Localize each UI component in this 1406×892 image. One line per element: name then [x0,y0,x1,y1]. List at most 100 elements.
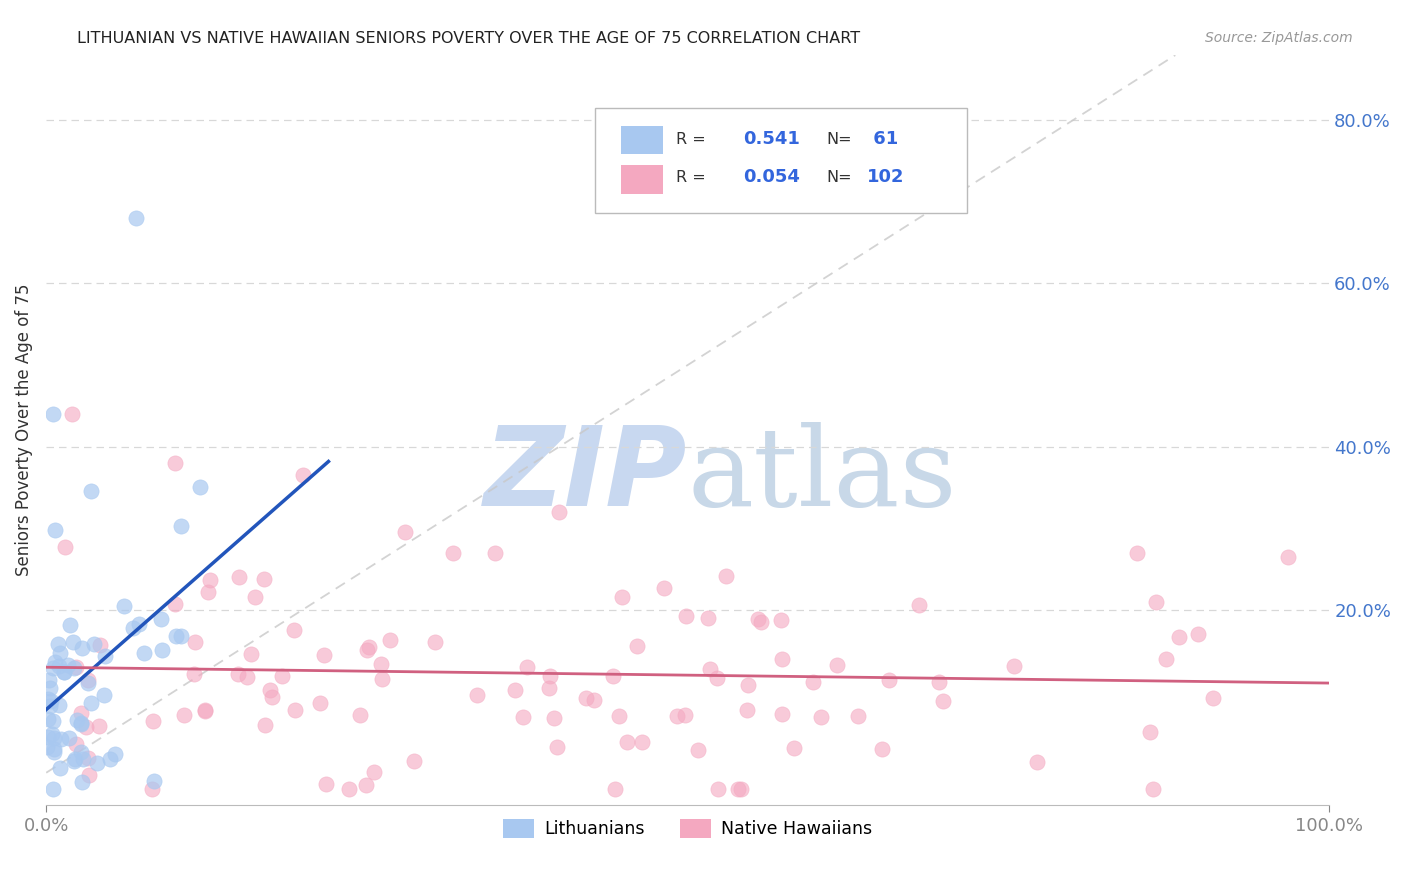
Point [626,639,648,653]
Point [77,750,100,764]
Point [42,731,65,746]
Point [42,742,65,756]
Point [69,717,91,731]
Point [309,696,332,710]
Point [284,703,307,717]
Point [62,634,84,648]
Point [665,709,688,723]
Point [98,751,121,765]
Point [72,752,94,766]
Point [706,671,728,685]
Point [44,524,66,538]
Point [83,637,105,651]
Text: 102: 102 [868,169,905,186]
Point [357,640,380,654]
Point [53,665,76,680]
Point [77,676,100,690]
Point [198,573,221,587]
Point [48,658,70,673]
Point [630,735,652,749]
Point [932,694,955,708]
Point [52,665,75,679]
Point [602,669,624,683]
Text: 0.541: 0.541 [742,130,800,148]
Point [65,737,87,751]
Point [55,540,77,554]
Point [93,688,115,702]
Point [60,407,83,421]
Point [543,711,565,725]
Point [538,681,561,695]
Point [41,714,63,729]
Point [228,570,250,584]
Point [270,669,292,683]
Point [42,745,65,759]
Text: LITHUANIAN VS NATIVE HAWAIIAN SENIORS POVERTY OVER THE AGE OF 75 CORRELATION CHA: LITHUANIAN VS NATIVE HAWAIIAN SENIORS PO… [77,31,860,46]
Point [122,621,145,635]
Point [1002,659,1025,673]
Point [149,612,172,626]
Point [370,657,392,671]
Text: 61: 61 [868,130,898,148]
Point [1167,631,1189,645]
Point [134,647,156,661]
Point [1142,782,1164,797]
Point [673,708,696,723]
Point [825,658,848,673]
Point [394,525,416,540]
Point [349,707,371,722]
Point [654,581,676,595]
Point [610,590,633,604]
Point [41,407,63,421]
Point [41,782,63,797]
Point [262,690,284,705]
Point [70,745,93,759]
Point [675,609,697,624]
Point [39,681,62,696]
Point [546,740,568,755]
Point [235,670,257,684]
Bar [621,165,664,194]
Point [37,712,59,726]
Point [356,778,378,792]
Point [872,742,894,756]
Point [253,573,276,587]
Point [770,706,793,721]
Point [877,673,900,687]
Point [75,720,97,734]
Point [512,709,534,723]
Point [538,669,561,683]
Point [89,638,111,652]
Point [697,611,720,625]
Point [104,747,127,761]
Point [59,618,82,632]
FancyBboxPatch shape [595,108,967,212]
Point [363,764,385,779]
Point [49,761,72,775]
Point [846,709,869,723]
Point [371,672,394,686]
Point [735,702,758,716]
Point [484,545,506,559]
Point [337,782,360,797]
Point [770,652,793,666]
Point [128,617,150,632]
Point [727,782,749,797]
Point [44,656,66,670]
Point [142,714,165,729]
Text: atlas: atlas [688,422,957,529]
Point [1126,545,1149,559]
Point [226,666,249,681]
Point [1154,652,1177,666]
Point [65,659,87,673]
Point [783,741,806,756]
Point [184,634,207,648]
Point [770,613,793,627]
Point [89,718,111,732]
Point [46,637,69,651]
Text: Source: ZipAtlas.com: Source: ZipAtlas.com [1205,31,1353,45]
Point [125,211,148,226]
Point [63,661,86,675]
Point [378,632,401,647]
Point [465,688,488,702]
